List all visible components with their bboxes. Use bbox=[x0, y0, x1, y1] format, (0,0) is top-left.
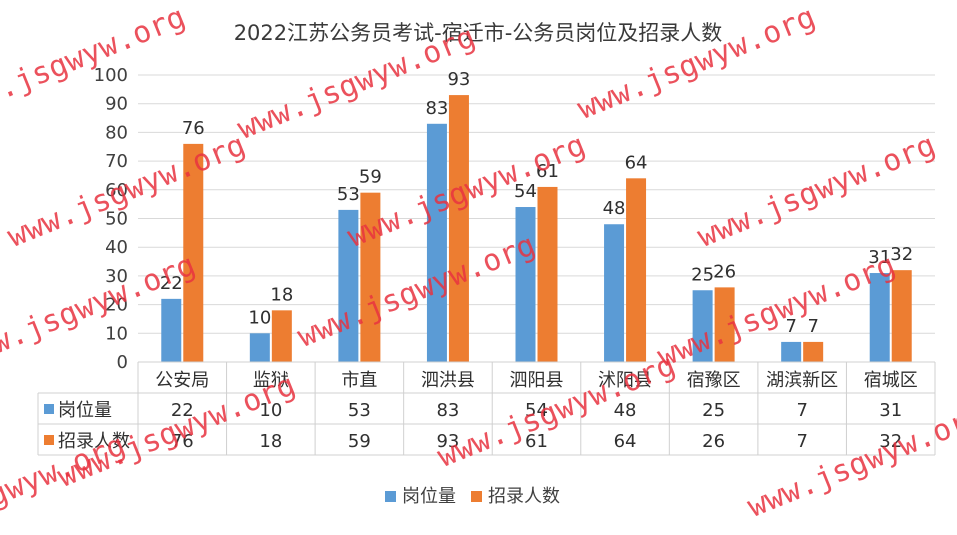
data-label: 93 bbox=[447, 69, 470, 90]
table-cell: 61 bbox=[525, 431, 548, 452]
bar-hires bbox=[537, 186, 558, 362]
y-tick-label: 10 bbox=[105, 323, 128, 344]
watermark-text: www.jsgwyw.org bbox=[433, 348, 681, 475]
bar-hires bbox=[803, 341, 824, 362]
data-label: 10 bbox=[248, 307, 271, 328]
bar-hires bbox=[183, 143, 204, 362]
watermark-text: www.jsgwyw.org bbox=[693, 128, 941, 255]
watermark-text: www.jsgwyw.org bbox=[293, 228, 541, 355]
data-label: 54 bbox=[514, 181, 537, 202]
data-label: 18 bbox=[270, 284, 293, 305]
y-tick-label: 0 bbox=[117, 352, 128, 373]
y-tick-label: 100 bbox=[94, 65, 128, 86]
category-label: 宿豫区 bbox=[687, 370, 741, 391]
table-cell: 83 bbox=[436, 400, 459, 421]
bar-positions bbox=[515, 207, 536, 362]
bar-hires bbox=[448, 95, 469, 362]
table-cell: 7 bbox=[796, 400, 807, 421]
data-label: 64 bbox=[625, 152, 648, 173]
watermark-text: www.jsgwyw.org bbox=[3, 128, 251, 255]
category-label: 公安局 bbox=[155, 370, 209, 391]
watermark-text: www.jsgwyw.org bbox=[653, 248, 901, 375]
bar-hires bbox=[626, 178, 647, 362]
data-label: 61 bbox=[536, 161, 559, 182]
chart-title: 2022江苏公务员考试-宿迁市-公务员岗位及招录人数 bbox=[234, 21, 723, 45]
legend-label: 招录人数 bbox=[488, 486, 560, 507]
y-tick-label: 20 bbox=[105, 295, 128, 316]
y-tick-label: 50 bbox=[105, 209, 128, 230]
bar-hires bbox=[891, 270, 912, 362]
data-label: 53 bbox=[337, 184, 360, 205]
table-legend-key bbox=[44, 404, 54, 414]
table-cell: 32 bbox=[879, 431, 902, 452]
bar-positions bbox=[869, 273, 890, 362]
gridlines bbox=[138, 74, 935, 363]
y-axis: 0 10 20 30 40 50 60 70 80 90 100 bbox=[94, 65, 128, 373]
data-label: 25 bbox=[691, 264, 714, 285]
watermark-text: www.jsgwyw.org bbox=[0, 0, 190, 127]
bar-hires bbox=[271, 310, 292, 362]
category-label: 市直 bbox=[341, 370, 377, 391]
data-label: 22 bbox=[160, 273, 183, 294]
category-label: 沭阳县 bbox=[598, 370, 652, 391]
table-cell: 26 bbox=[702, 431, 725, 452]
table-cell: 93 bbox=[436, 431, 459, 452]
bar-hires bbox=[714, 287, 735, 362]
data-label: 7 bbox=[785, 316, 796, 337]
table-cell: 22 bbox=[171, 400, 194, 421]
table-cell: 53 bbox=[348, 400, 371, 421]
y-tick-label: 90 bbox=[105, 94, 128, 115]
y-tick-label: 40 bbox=[105, 237, 128, 258]
category-label: 监狱 bbox=[253, 370, 289, 391]
category-label: 泗洪县 bbox=[421, 370, 475, 391]
y-tick-label: 80 bbox=[105, 122, 128, 143]
data-label: 32 bbox=[890, 244, 913, 265]
y-tick-label: 30 bbox=[105, 266, 128, 287]
table-cell: 25 bbox=[702, 400, 725, 421]
bar-positions bbox=[338, 209, 359, 362]
table-cell: 76 bbox=[171, 431, 194, 452]
bar-positions bbox=[426, 123, 447, 362]
table-row-label: 招录人数 bbox=[58, 431, 130, 452]
watermark-text: www.jsgwyw.org bbox=[573, 0, 821, 127]
bar-positions bbox=[604, 224, 625, 362]
bar-positions bbox=[781, 341, 802, 362]
table-cell: 7 bbox=[796, 431, 807, 452]
bars bbox=[161, 95, 912, 362]
bar-positions bbox=[249, 333, 270, 362]
table-cell: 18 bbox=[259, 431, 282, 452]
table-cell: 64 bbox=[614, 431, 637, 452]
data-label: 31 bbox=[868, 247, 891, 268]
bar-positions bbox=[161, 298, 182, 362]
table-cell: 59 bbox=[348, 431, 371, 452]
bar-positions bbox=[692, 290, 713, 362]
watermark-text: www.jsgwyw.org bbox=[743, 398, 957, 525]
category-label: 湖滨新区 bbox=[766, 370, 838, 391]
table-row-label: 岗位量 bbox=[58, 400, 112, 421]
legend-key bbox=[471, 491, 482, 502]
category-label: 泗阳县 bbox=[510, 370, 564, 391]
legend: 岗位量 招录人数 bbox=[385, 486, 560, 507]
category-label: 宿城区 bbox=[864, 370, 918, 391]
legend-label: 岗位量 bbox=[402, 486, 456, 507]
table-cell: 48 bbox=[614, 400, 637, 421]
data-label: 76 bbox=[182, 118, 205, 139]
data-label: 26 bbox=[713, 261, 736, 282]
data-label: 83 bbox=[425, 98, 448, 119]
table-cell: 54 bbox=[525, 400, 548, 421]
data-label: 48 bbox=[603, 198, 626, 219]
y-tick-label: 60 bbox=[105, 180, 128, 201]
data-label: 7 bbox=[807, 316, 818, 337]
table-cell: 10 bbox=[259, 400, 282, 421]
bar-hires bbox=[360, 192, 381, 362]
table-legend-key bbox=[44, 435, 54, 445]
legend-key bbox=[385, 491, 396, 502]
table-cell: 31 bbox=[879, 400, 902, 421]
y-tick-label: 70 bbox=[105, 151, 128, 172]
data-label: 59 bbox=[359, 167, 382, 188]
